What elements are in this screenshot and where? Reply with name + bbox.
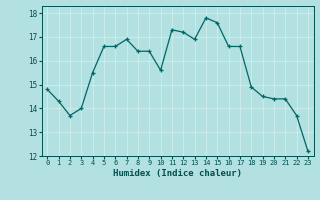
X-axis label: Humidex (Indice chaleur): Humidex (Indice chaleur) [113,169,242,178]
